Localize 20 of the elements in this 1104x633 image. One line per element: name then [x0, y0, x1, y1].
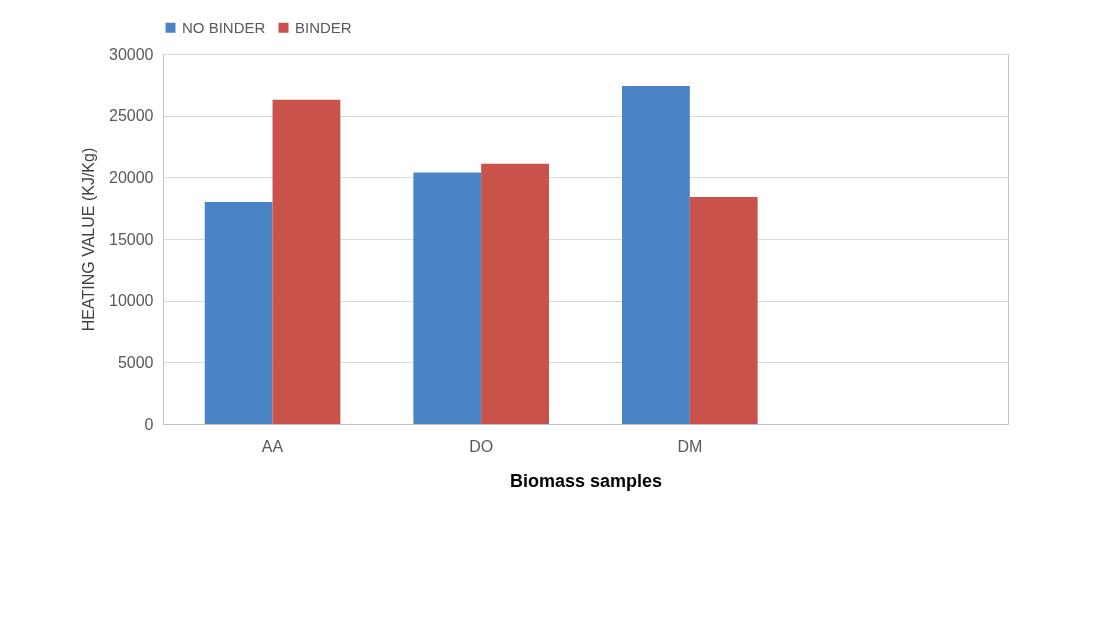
- x-tick-label: AA: [261, 437, 284, 455]
- y-tick-label: 30000: [109, 45, 154, 63]
- y-axis-title: HEATING VALUE (KJ/Kg): [80, 147, 98, 332]
- y-tick-label: 15000: [109, 230, 154, 248]
- y-tick-label: 25000: [109, 107, 154, 125]
- y-tick-label: 0: [144, 415, 154, 433]
- bar: [272, 99, 341, 424]
- x-tick-label: DO: [469, 437, 494, 455]
- x-tick-label: DM: [677, 437, 703, 455]
- legend-label: BINDER: [295, 18, 352, 36]
- y-tick-label: 5000: [117, 353, 154, 371]
- legend-label: NO BINDER: [182, 18, 266, 36]
- y-tick-label: 10000: [109, 292, 154, 310]
- x-axis-title: Biomass samples: [509, 470, 663, 491]
- bar: [204, 202, 273, 424]
- bar: [481, 163, 549, 424]
- bar: [689, 197, 758, 424]
- bar: [622, 86, 690, 424]
- y-tick-label: 20000: [109, 168, 154, 186]
- bar: [413, 172, 482, 424]
